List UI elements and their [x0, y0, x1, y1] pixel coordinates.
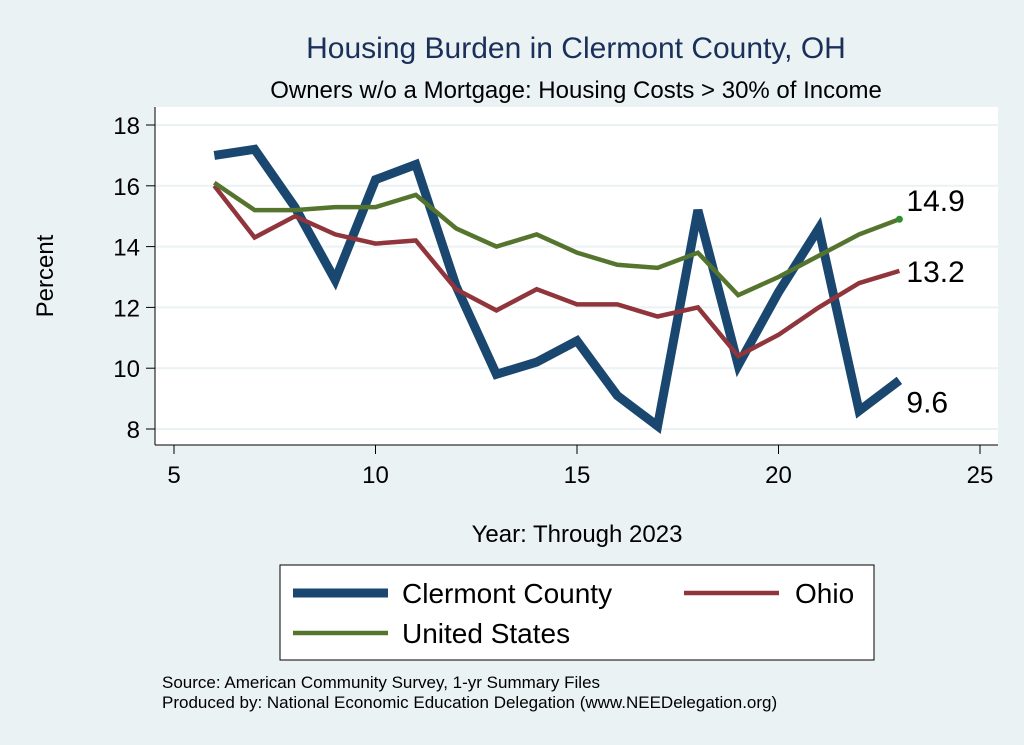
x-tick-label: 25 [967, 462, 994, 489]
legend: Clermont County Ohio United States [293, 578, 854, 649]
grid-lines [155, 124, 998, 430]
chart-subtitle: Owners w/o a Mortgage: Housing Costs > 3… [270, 77, 882, 104]
end-label-united-states: 14.9 [906, 185, 964, 218]
x-axis-label: Year: Through 2023 [472, 521, 683, 548]
end-value-labels: 9.6 13.2 14.9 [895, 185, 965, 419]
legend-box [279, 564, 875, 661]
legend-label: Clermont County [402, 578, 612, 609]
series-line-ohio [212, 184, 901, 359]
y-axis-label: Percent [32, 234, 59, 317]
end-label-ohio: 13.2 [906, 256, 964, 289]
series-line-united-states [213, 180, 901, 298]
plot-area [155, 107, 998, 445]
y-tick-label: 10 [113, 356, 140, 383]
produced-by-note: Produced by: National Economic Education… [162, 693, 777, 712]
y-tick-label: 12 [113, 295, 140, 322]
end-point-marker [895, 215, 903, 223]
y-axis-ticks: 8 10 12 14 16 18 [113, 113, 155, 444]
end-label-clermont-county: 9.6 [906, 386, 948, 419]
x-axis-ticks: 5 10 15 20 25 [167, 445, 993, 489]
x-tick-label: 10 [362, 462, 389, 489]
series-lines [212, 144, 903, 434]
x-tick-label: 20 [765, 462, 792, 489]
y-tick-label: 18 [113, 113, 140, 140]
chart-title: Housing Burden in Clermont County, OH [306, 32, 846, 65]
y-tick-label: 14 [113, 235, 140, 262]
source-note: Source: American Community Survey, 1-yr … [162, 673, 600, 692]
x-tick-label: 5 [167, 462, 180, 489]
y-tick-label: 16 [113, 174, 140, 201]
x-tick-label: 15 [564, 462, 591, 489]
series-line-clermont-county [213, 144, 903, 434]
legend-label: Ohio [795, 578, 854, 609]
y-tick-label: 8 [127, 417, 140, 444]
legend-label: United States [402, 618, 570, 649]
